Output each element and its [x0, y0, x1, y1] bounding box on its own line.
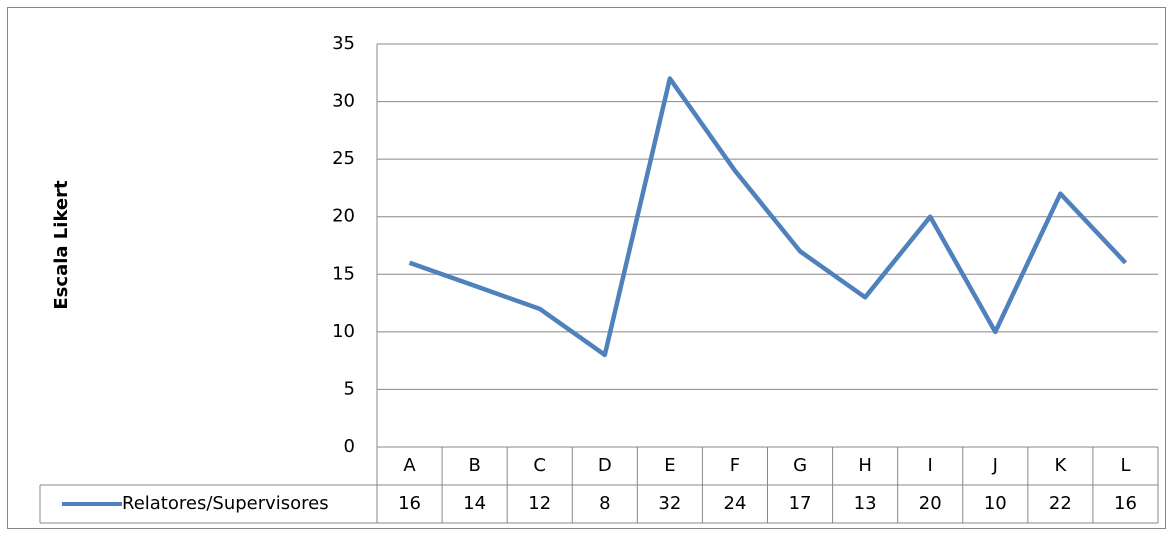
x-tick-label: E [664, 455, 675, 476]
data-table-value: 13 [854, 493, 877, 514]
x-tick-label: I [928, 455, 933, 476]
y-tick-label: 5 [344, 378, 355, 399]
y-tick-label: 35 [332, 33, 355, 54]
y-tick-label: 10 [332, 321, 355, 342]
data-table-value: 12 [528, 493, 551, 514]
data-table-value: 20 [919, 493, 942, 514]
x-tick-label: J [992, 455, 998, 476]
x-tick-label: D [598, 455, 612, 476]
data-table-value: 10 [984, 493, 1007, 514]
series-line [408, 76, 1128, 358]
x-tick-label: K [1054, 455, 1067, 476]
data-table-value: 16 [1114, 493, 1137, 514]
x-tick-label: F [730, 455, 740, 476]
chart-border [7, 7, 1166, 529]
y-tick-label: 20 [332, 206, 355, 227]
data-table-value: 16 [398, 493, 421, 514]
data-table-value: 24 [724, 493, 747, 514]
data-table-value: 32 [658, 493, 681, 514]
x-tick-label: G [793, 455, 807, 476]
data-table-value: 17 [789, 493, 812, 514]
x-tick-label: A [403, 455, 416, 476]
x-tick-label: L [1120, 455, 1130, 476]
y-tick-label: 30 [332, 91, 355, 112]
x-tick-label: C [533, 455, 546, 476]
y-tick-label: 25 [332, 148, 355, 169]
data-table-value: 14 [463, 493, 486, 514]
legend-label: Relatores/Supervisores [122, 493, 329, 514]
x-tick-label: B [468, 455, 480, 476]
x-tick-label: H [858, 455, 872, 476]
data-table-value: 22 [1049, 493, 1072, 514]
data-table-value: 8 [599, 493, 610, 514]
y-tick-label: 15 [332, 263, 355, 284]
y-axis-label: Escala Likert [51, 180, 72, 310]
y-tick-label: 0 [344, 436, 355, 457]
